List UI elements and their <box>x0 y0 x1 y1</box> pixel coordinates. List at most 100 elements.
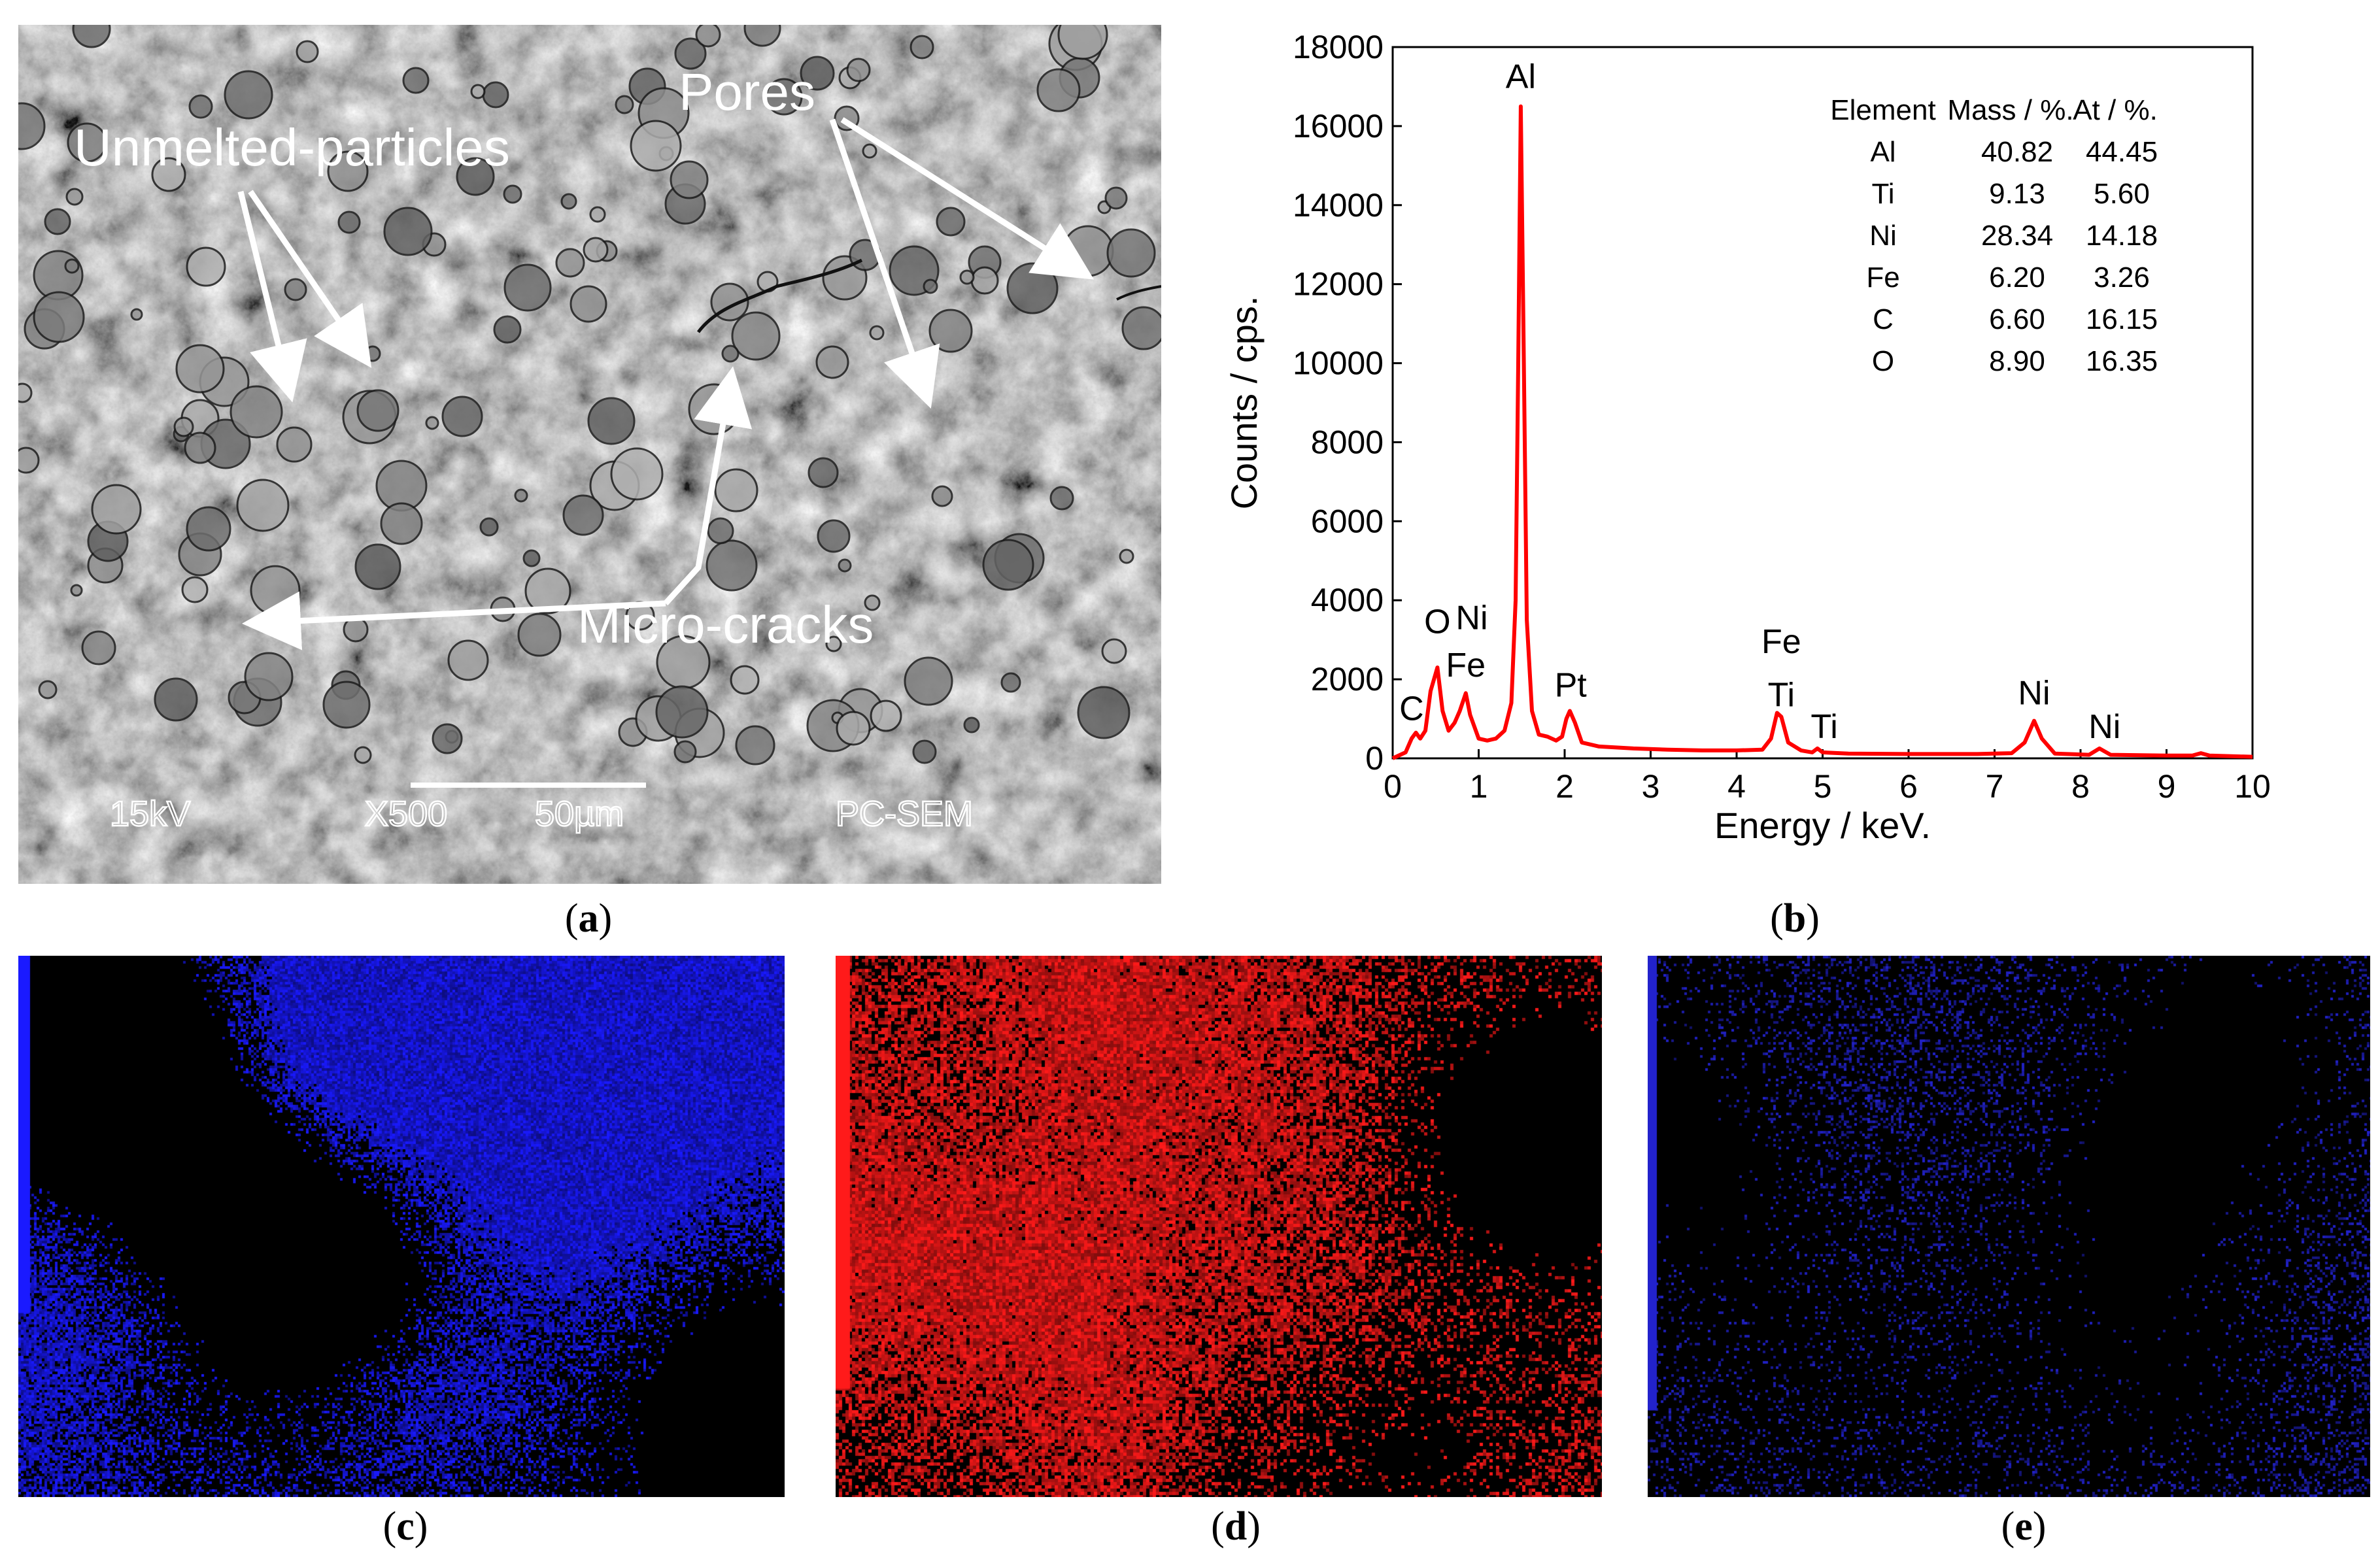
sem-particle <box>1036 68 1081 112</box>
sem-particle <box>610 447 664 501</box>
sem-instrument: PC-SEM <box>836 794 973 834</box>
sem-particle <box>364 345 381 362</box>
sem-particle <box>188 94 213 119</box>
sem-particle <box>524 567 571 615</box>
sem-particle <box>931 485 953 507</box>
x-axis-label: Energy / keV. <box>1714 805 1931 846</box>
sem-particle <box>562 494 604 536</box>
x-tick-label: 10 <box>2234 768 2271 805</box>
x-tick-label: 7 <box>1986 768 2004 805</box>
sem-particle <box>735 725 775 766</box>
arrow-pores-2 <box>840 117 1095 280</box>
sem-particle <box>730 665 760 695</box>
sem-particle <box>65 188 84 206</box>
sem-particle <box>186 246 226 287</box>
table-cell: O <box>1872 345 1894 377</box>
sem-particle <box>970 266 999 295</box>
x-tick-label: 0 <box>1384 768 1402 805</box>
sem-particle <box>825 635 842 652</box>
sem-particle <box>432 723 463 754</box>
sem-particle <box>503 184 522 204</box>
sem-particle <box>1119 548 1134 564</box>
table-cell: 5.60 <box>2094 178 2150 210</box>
sem-particle <box>1121 306 1161 350</box>
sem-particle <box>456 157 495 196</box>
sem-image: Unmelted-particles Pores Micro-cracks 15… <box>18 25 1161 884</box>
sem-particle <box>517 613 562 657</box>
element-map-d <box>836 956 1602 1497</box>
sem-particle <box>1049 486 1074 511</box>
panel-label-d: (d) <box>1211 1504 1261 1549</box>
eds-spectrum-chart: 0 1 2 3 4 5 6 7 8 9 10 0 2000 4000 6000 8000 10000 12000 1… <box>1223 29 2271 846</box>
table-cell: 44.45 <box>2086 136 2158 168</box>
sem-particle <box>963 716 980 733</box>
sem-magnification: X500 <box>365 794 447 834</box>
y-axis-label: Counts / cps. <box>1223 296 1265 510</box>
sem-particle <box>817 519 851 553</box>
sem-particle <box>81 630 116 666</box>
sem-particle <box>589 206 606 223</box>
sem-particle <box>923 278 938 294</box>
sem-particle <box>522 549 541 567</box>
sem-particle <box>910 35 934 59</box>
peak-label: O <box>1424 603 1450 641</box>
sem-particle <box>1104 186 1128 210</box>
panel-label-b: (b) <box>1770 896 1820 941</box>
sem-particle <box>33 291 85 343</box>
y-tick-label: 10000 <box>1293 345 1384 382</box>
sem-particle <box>447 639 489 681</box>
sem-particle <box>441 396 483 437</box>
sem-particle <box>70 584 83 597</box>
sem-scale-text: 50µm <box>535 794 624 834</box>
sem-particle <box>230 385 283 439</box>
element-map-c <box>18 956 785 1497</box>
label-cracks: Micro-cracks <box>577 596 874 654</box>
sem-particle <box>706 539 758 592</box>
x-tick-label: 1 <box>1470 768 1488 805</box>
sem-particle <box>655 685 709 739</box>
sem-particle <box>870 699 902 732</box>
sem-particle <box>425 416 439 430</box>
sem-particle <box>765 78 803 116</box>
sem-particle <box>130 308 143 321</box>
sem-particle <box>630 120 682 172</box>
y-tick-label: 18000 <box>1293 29 1384 65</box>
sem-particle <box>1101 638 1127 664</box>
sem-particle <box>327 150 369 192</box>
sem-particle <box>64 258 80 274</box>
table-cell: 3.26 <box>2094 261 2150 294</box>
sem-particle <box>674 37 707 70</box>
sem-particle <box>470 84 486 99</box>
sem-particle <box>383 207 433 256</box>
table-cell: Ni <box>1869 220 1897 252</box>
table-cell: 6.60 <box>1989 303 2045 335</box>
sem-particle <box>173 416 194 437</box>
sem-particle <box>864 594 881 611</box>
sem-particle <box>670 160 709 199</box>
sem-particle <box>91 484 142 535</box>
table-cell: 40.82 <box>1981 136 2053 168</box>
spectrum-line <box>1391 104 2253 760</box>
annotation-arrows <box>237 117 1095 650</box>
sem-particle <box>322 681 371 729</box>
sem-particle <box>982 539 1034 591</box>
peak-label: C <box>1399 690 1424 728</box>
sem-particle <box>236 479 290 532</box>
sem-particle <box>354 746 372 764</box>
sem-particle <box>479 517 499 537</box>
table-cell: Fe <box>1866 261 1899 294</box>
table-cell: Ti <box>1871 178 1894 210</box>
x-tick-label: 8 <box>2071 768 2090 805</box>
x-tick-label: 3 <box>1642 768 1660 805</box>
sem-particle <box>560 193 577 210</box>
sem-particle <box>904 656 953 706</box>
sem-particle <box>493 315 522 344</box>
peak-label: Al <box>1506 58 1536 96</box>
sem-particle <box>38 680 58 699</box>
y-tick-label: 16000 <box>1293 108 1384 144</box>
arrow-unmelted-1 <box>237 190 307 403</box>
y-tick-label: 6000 <box>1311 503 1384 539</box>
arrow-pores-1 <box>829 118 940 409</box>
panel-label-e: (e) <box>2001 1504 2047 1549</box>
sem-particles <box>18 25 1161 766</box>
